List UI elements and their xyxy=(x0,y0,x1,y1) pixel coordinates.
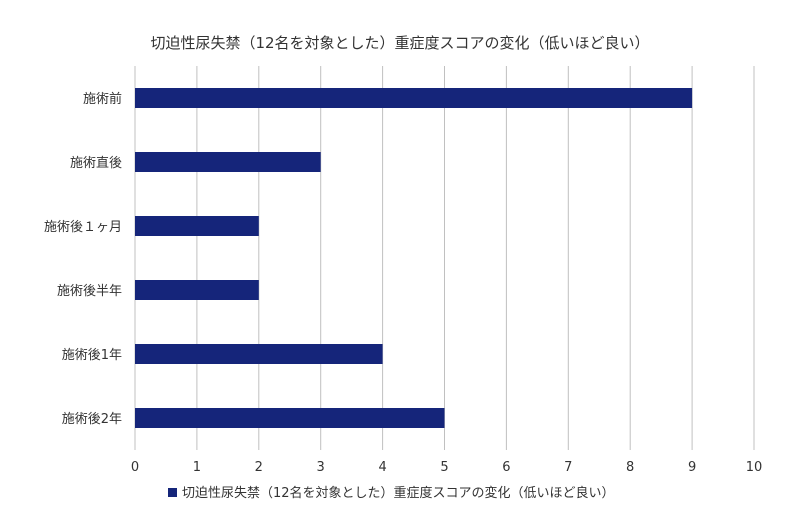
bar xyxy=(135,152,321,172)
legend-label: 切迫性尿失禁（12名を対象とした）重症度スコアの変化（低いほど良い） xyxy=(182,485,615,501)
x-tick-label: 0 xyxy=(131,460,139,475)
x-tick-label: 8 xyxy=(626,460,634,475)
bar xyxy=(135,280,259,300)
x-tick-label: 5 xyxy=(440,460,448,475)
bar xyxy=(135,344,383,364)
x-tick-label: 10 xyxy=(746,460,763,475)
legend: 切迫性尿失禁（12名を対象とした）重症度スコアの変化（低いほど良い） xyxy=(168,485,615,501)
chart-title: 切迫性尿失禁（12名を対象とした）重症度スコアの変化（低いほど良い） xyxy=(150,34,649,52)
y-category-label: 施術後1年 xyxy=(62,348,122,363)
x-tick-label: 1 xyxy=(193,460,201,475)
bar xyxy=(135,216,259,236)
y-category-label: 施術後半年 xyxy=(57,284,122,299)
bar xyxy=(135,88,693,108)
x-tick-label: 4 xyxy=(378,460,386,475)
y-category-label: 施術直後 xyxy=(70,156,122,171)
y-category-label: 施術後１ヶ月 xyxy=(44,220,122,235)
x-tick-label: 3 xyxy=(317,460,325,475)
bar xyxy=(135,408,445,428)
y-category-label: 施術後2年 xyxy=(62,412,122,427)
y-category-label: 施術前 xyxy=(83,91,122,107)
legend-swatch xyxy=(168,488,177,497)
x-tick-label: 9 xyxy=(688,460,696,475)
x-tick-label: 6 xyxy=(502,460,510,475)
x-tick-label: 7 xyxy=(564,460,572,475)
x-tick-label: 2 xyxy=(255,460,263,475)
